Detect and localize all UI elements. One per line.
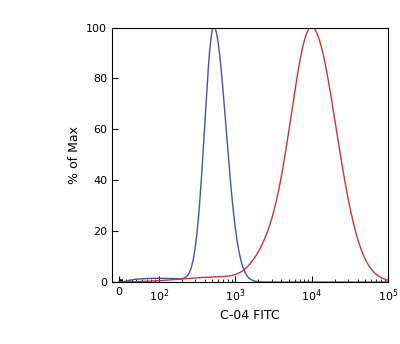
Y-axis label: % of Max: % of Max (68, 126, 80, 184)
X-axis label: C-04 FITC: C-04 FITC (220, 309, 280, 322)
